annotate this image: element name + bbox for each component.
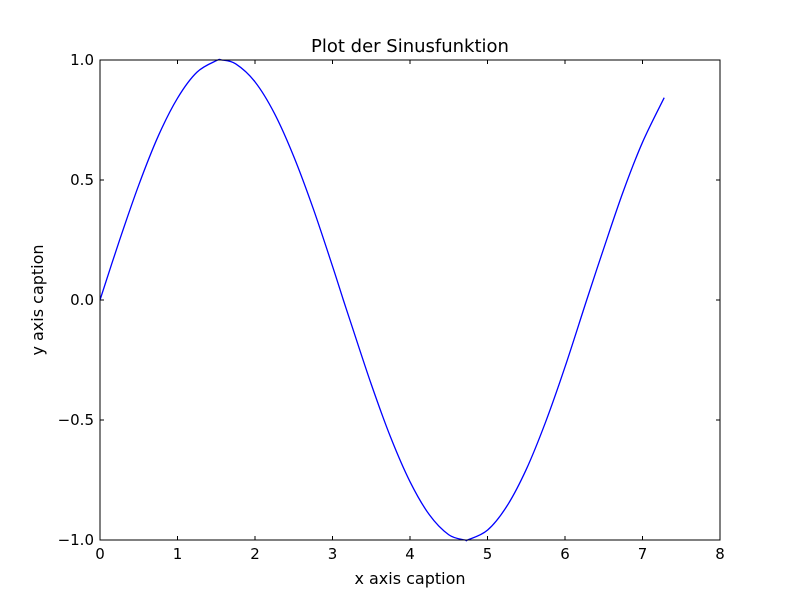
sine-series-line [99, 58, 665, 542]
x-tick-label: 7 [638, 545, 648, 563]
x-tick-label: 5 [483, 545, 493, 563]
y-tick-label: 0.5 [70, 171, 94, 189]
y-tick-label: −1.0 [58, 531, 94, 549]
y-axis-label: y axis caption [28, 244, 47, 355]
x-tick-label: 3 [328, 545, 338, 563]
x-tick-label: 0 [95, 545, 105, 563]
y-tick-label: 1.0 [70, 51, 94, 69]
x-axis-label: x axis caption [354, 569, 465, 588]
chart-title: Plot der Sinusfunktion [311, 36, 509, 57]
x-tick-label: 6 [560, 545, 570, 563]
x-tick-label: 1 [173, 545, 183, 563]
x-tick-label: 4 [405, 545, 415, 563]
y-tick-label: −0.5 [58, 411, 94, 429]
x-tick-label: 2 [250, 545, 260, 563]
plot-area-background [100, 60, 720, 540]
y-tick-label: 0.0 [70, 291, 94, 309]
plot-frame [99, 59, 721, 541]
x-tick-label: 8 [715, 545, 725, 563]
